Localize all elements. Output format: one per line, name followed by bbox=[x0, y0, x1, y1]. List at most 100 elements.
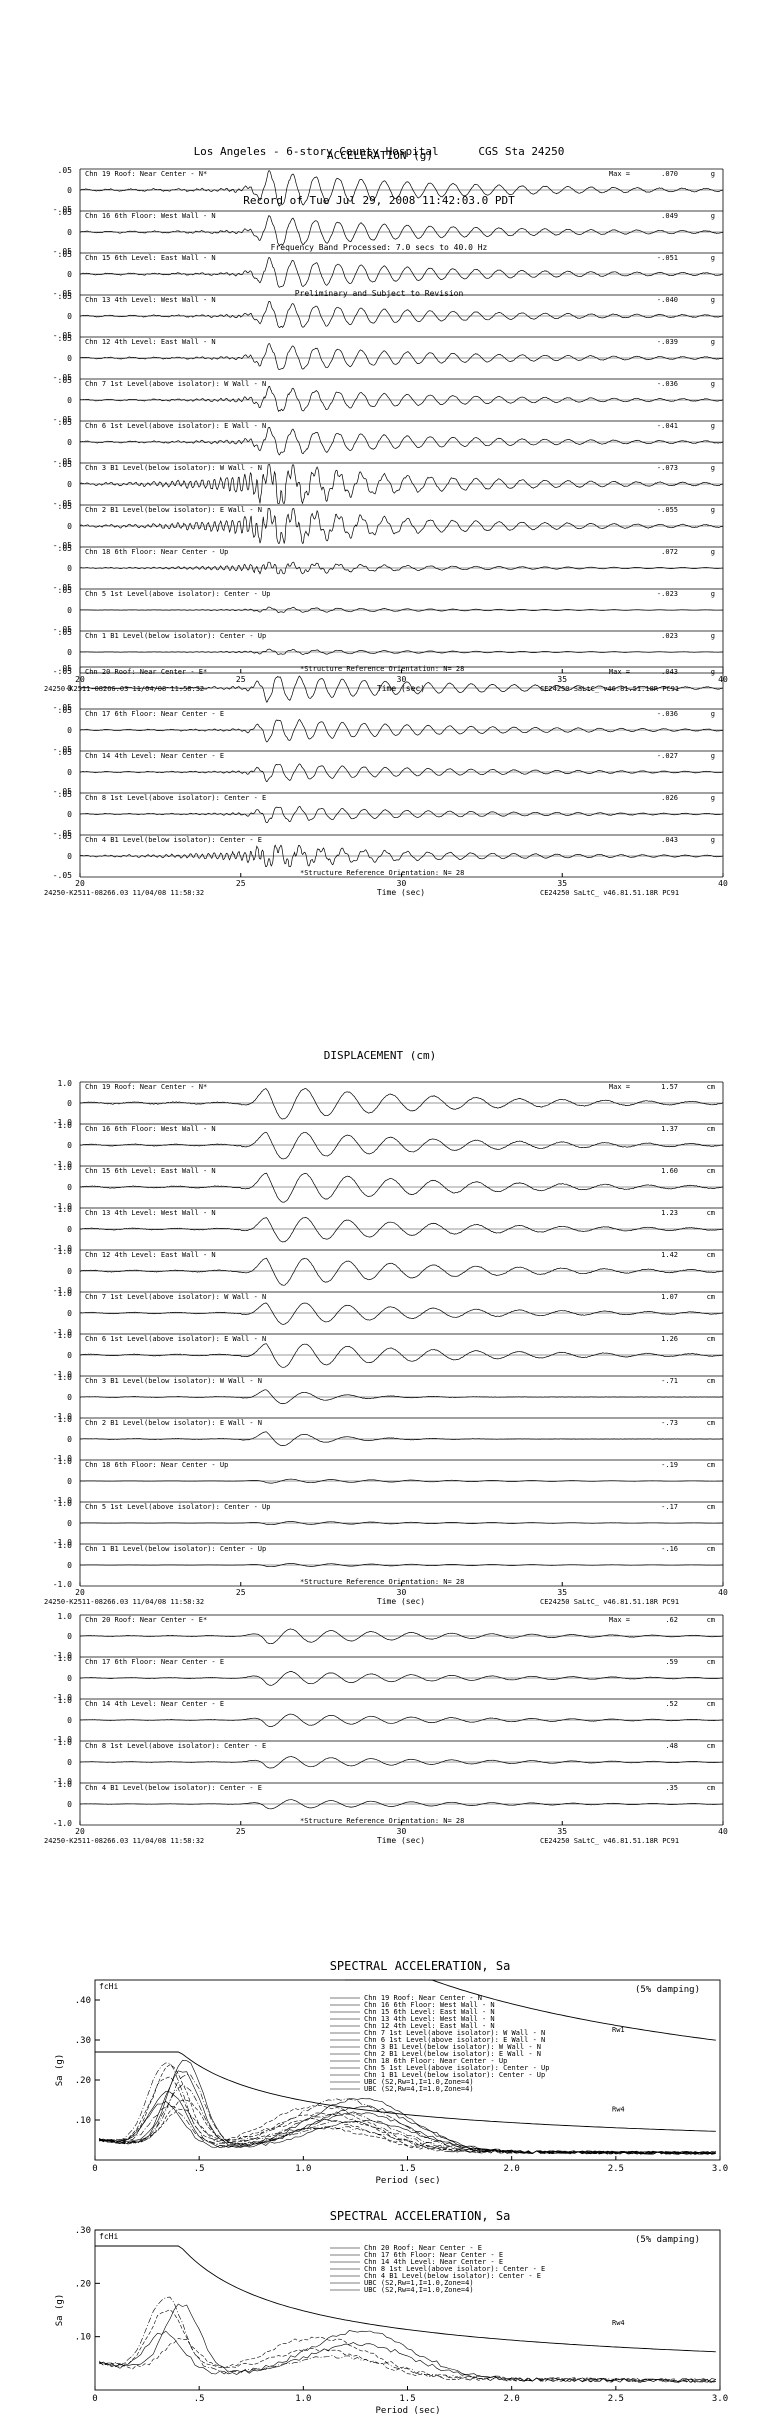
spectrum-curve bbox=[99, 2098, 716, 2155]
y-tick-bottom: -1.0 bbox=[53, 1651, 72, 1660]
y-tick-top: .05 bbox=[58, 250, 73, 259]
unit-label: g bbox=[711, 170, 715, 178]
unit-label: cm bbox=[707, 1167, 715, 1175]
series-trace bbox=[79, 386, 724, 412]
max-value: -.023 bbox=[657, 590, 678, 598]
legend-entry: Chn 17 6th Floor: Near Center - E bbox=[364, 2251, 503, 2259]
channel-label: Chn 1 B1 Level(below isolator): Center -… bbox=[85, 632, 266, 640]
channel-label: Chn 16 6th Floor: West Wall - N bbox=[85, 1125, 216, 1133]
y-tick-bottom: -.05 bbox=[53, 415, 72, 424]
y-tick-top: 1.0 bbox=[58, 1289, 73, 1298]
y-tick-bottom: -.05 bbox=[53, 247, 72, 256]
series-trace bbox=[80, 1713, 724, 1727]
series-trace bbox=[79, 1217, 724, 1243]
x-tick-label: 35 bbox=[557, 1588, 567, 1597]
y-tick-bottom: -.05 bbox=[53, 331, 72, 340]
y-tick-bottom: -1.0 bbox=[53, 1118, 72, 1127]
y-tick-top: 1.0 bbox=[58, 1780, 73, 1789]
x-tick-label: 30 bbox=[397, 675, 407, 684]
unit-label: cm bbox=[707, 1377, 715, 1385]
unit-label: g bbox=[711, 212, 715, 220]
series-trace bbox=[80, 763, 724, 783]
spectral-acceleration-ns-chart: SPECTRAL ACCELERATION, Sa (5% damping) fcH… bbox=[55, 1959, 728, 2186]
x-tick-label: 30 bbox=[397, 879, 407, 888]
y-tick-top: .05 bbox=[58, 586, 73, 595]
x-axis-label: Time (sec) bbox=[377, 1597, 425, 1606]
x-tick-label: 3.0 bbox=[712, 2394, 728, 2404]
y-tick-zero: 0 bbox=[67, 1674, 72, 1683]
y-tick-zero: 0 bbox=[67, 1225, 72, 1234]
legend-entry: Chn 15 6th Level: East Wall - N bbox=[364, 2008, 495, 2016]
x-tick-label: 3.0 bbox=[712, 2164, 728, 2174]
spectrum-curve bbox=[99, 2064, 716, 2155]
series-trace bbox=[79, 464, 724, 505]
x-axis-label: Period (sec) bbox=[375, 2176, 440, 2186]
x-tick-label: 40 bbox=[718, 1588, 728, 1597]
channel-label: Chn 18 6th Floor: Near Center - Up bbox=[85, 1461, 228, 1469]
x-tick-label: 1.0 bbox=[295, 2394, 311, 2404]
channel-label: Chn 1 B1 Level(below isolator): Center -… bbox=[85, 1545, 266, 1553]
y-tick-zero: 0 bbox=[67, 1716, 72, 1725]
unit-label: g bbox=[711, 380, 715, 388]
y-tick-top: 1.0 bbox=[58, 1373, 73, 1382]
max-value: -.073 bbox=[657, 464, 678, 472]
y-tick-label: .10 bbox=[75, 2333, 91, 2343]
channel-label: Chn 5 1st Level(above isolator): Center … bbox=[85, 590, 270, 598]
y-tick-label: .20 bbox=[75, 2076, 91, 2086]
series-trace bbox=[79, 1131, 724, 1160]
spectrum-curve bbox=[99, 2074, 716, 2155]
y-tick-zero: 0 bbox=[67, 1183, 72, 1192]
legend-entry: Chn 3 B1 Level(below isolator): W Wall -… bbox=[364, 2043, 541, 2051]
unit-label: g bbox=[711, 752, 715, 760]
legend-entry: UBC (S2,Rw=1,I=1.0,Zone=4) bbox=[364, 2078, 474, 2086]
max-value: -.17 bbox=[661, 1503, 678, 1511]
legend-entry: UBC (S2,Rw=4,I=1.0,Zone=4) bbox=[364, 2286, 474, 2294]
spectrum-curve bbox=[99, 2303, 716, 2383]
y-tick-zero: 0 bbox=[67, 1435, 72, 1444]
y-tick-top: 1.0 bbox=[58, 1696, 73, 1705]
chart-title: DISPLACEMENT (cm) bbox=[324, 1049, 437, 1062]
legend-entry: Chn 5 1st Level(above isolator): Center … bbox=[364, 2064, 549, 2072]
frequency-band: Frequency Band Processed: 7.0 secs to 40… bbox=[270, 243, 488, 252]
max-value: -.055 bbox=[657, 506, 678, 514]
footer-left: 24250-K2511-08266.03 11/04/08 11:58:32 bbox=[44, 685, 204, 693]
max-value: -.040 bbox=[657, 296, 678, 304]
y-tick-bottom: -1.0 bbox=[53, 1538, 72, 1547]
x-tick-label: 20 bbox=[75, 1827, 85, 1836]
channel-label: Chn 16 6th Floor: West Wall - N bbox=[85, 212, 216, 220]
displacement-ew-chart: 1.0 0 -1.0 Chn 20 Roof: Near Center - E* Max… bbox=[44, 1612, 728, 1845]
y-tick-top: 1.0 bbox=[58, 1738, 73, 1747]
y-tick-bottom: -.05 bbox=[53, 703, 72, 712]
footer-right: CE24250 SaLtC_ v46.81.51.18R PC91 bbox=[540, 889, 679, 897]
max-value: .62 bbox=[665, 1616, 678, 1624]
series-trace bbox=[80, 1478, 723, 1484]
unit-label: g bbox=[711, 710, 715, 718]
series-trace bbox=[79, 508, 724, 545]
x-tick-label: 1.5 bbox=[399, 2394, 415, 2404]
y-tick-top: .05 bbox=[58, 502, 73, 511]
y-tick-top: 1.0 bbox=[58, 1163, 73, 1172]
spectrum-curve bbox=[99, 2084, 716, 2155]
max-value: -.16 bbox=[661, 1545, 678, 1553]
series-trace bbox=[80, 1389, 723, 1405]
x-tick-label: 30 bbox=[397, 1588, 407, 1597]
unit-label: g bbox=[711, 296, 715, 304]
max-value: .072 bbox=[661, 548, 678, 556]
y-tick-bottom: -1.0 bbox=[53, 1328, 72, 1337]
fchi-label: fcHi bbox=[99, 1982, 118, 1991]
y-tick-zero: 0 bbox=[67, 1309, 72, 1318]
report-header: Los Angeles - 6-story County Hospital CG… bbox=[0, 108, 758, 317]
unit-label: cm bbox=[707, 1125, 715, 1133]
channel-label: Chn 13 4th Level: West Wall - N bbox=[85, 1209, 216, 1217]
y-tick-bottom: -1.0 bbox=[53, 1202, 72, 1211]
series-trace bbox=[80, 257, 724, 288]
x-tick-label: 0 bbox=[92, 2394, 97, 2404]
orientation-note: *Structure Reference Orientation: N= 28 bbox=[300, 1578, 464, 1586]
spectrum-curve bbox=[98, 2296, 716, 2383]
max-label: Max = bbox=[609, 668, 630, 676]
x-tick-label: 0 bbox=[92, 2164, 97, 2174]
spectrum-curve bbox=[99, 2108, 716, 2155]
y-tick-zero: 0 bbox=[67, 438, 72, 447]
y-axis-label: Sa (g) bbox=[55, 2054, 65, 2087]
ubc-rw1-curve bbox=[345, 1979, 716, 2041]
